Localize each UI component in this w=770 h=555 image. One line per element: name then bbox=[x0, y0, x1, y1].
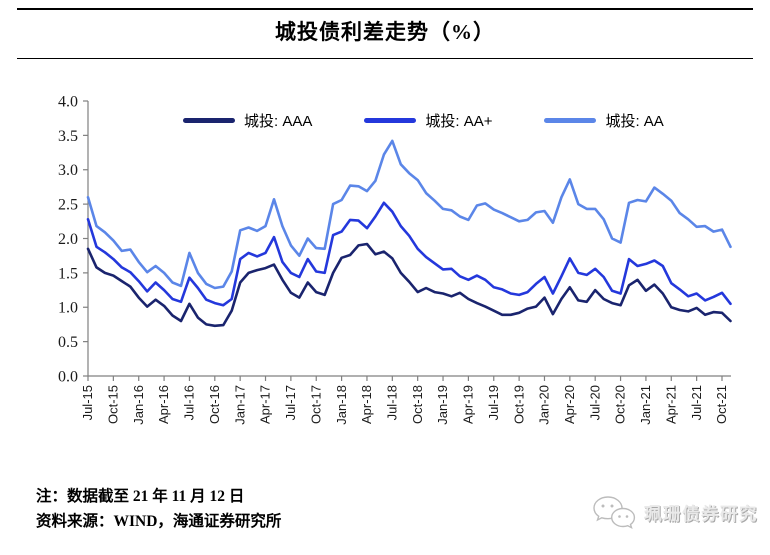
y-tick-label: 1.0 bbox=[58, 300, 78, 317]
x-tick-label: Oct-18 bbox=[410, 385, 425, 424]
spread-line-chart: 0.0 0.5 1.0 1.5 2.0 2.5 3.0 3.5 4.0 Jul-15 Oct-15 J… bbox=[58, 93, 732, 425]
chart-title: 城投债利差走势（%） bbox=[275, 20, 495, 44]
note-data-cutoff: 注：数据截至 21 年 11 月 12 日 bbox=[36, 488, 245, 505]
x-tick-label: Jul-20 bbox=[587, 385, 602, 420]
series-line-2 bbox=[86, 139, 732, 290]
legend-swatch-aa-plus bbox=[364, 118, 417, 123]
x-tick-label: Jan-19 bbox=[435, 385, 450, 425]
x-tick-label: Oct-20 bbox=[613, 385, 628, 424]
x-tick-label: Apr-21 bbox=[663, 385, 678, 424]
y-tick-label: 0.0 bbox=[58, 368, 78, 385]
x-tick-label: Apr-17 bbox=[258, 385, 273, 424]
x-tick-label: Jul-21 bbox=[689, 385, 704, 420]
legend-swatch-aa bbox=[544, 118, 597, 123]
header-top-rule bbox=[17, 8, 753, 10]
x-tick-label: Jul-15 bbox=[80, 385, 95, 420]
legend-item-aaa: 城投: AAA bbox=[183, 110, 312, 131]
legend-item-aa: 城投: AA bbox=[544, 110, 664, 131]
legend-swatch-aaa bbox=[183, 118, 235, 123]
x-tick-label: Jul-16 bbox=[182, 385, 197, 420]
watermark: 珮珊债券研究 bbox=[591, 494, 758, 532]
x-tick-label: Apr-19 bbox=[461, 385, 476, 424]
legend-label-aa-plus: 城投: AA+ bbox=[425, 113, 493, 130]
x-tick-label: Jul-19 bbox=[486, 385, 501, 420]
note-source: 资料来源：WIND，海通证券研究所 bbox=[36, 513, 282, 530]
x-tick-label: Jan-18 bbox=[334, 385, 349, 425]
legend-item-aa-plus: 城投: AA+ bbox=[364, 110, 492, 131]
x-tick-label: Apr-20 bbox=[562, 385, 577, 424]
legend-label-aaa: 城投: AAA bbox=[244, 113, 313, 130]
y-tick-label: 3.0 bbox=[58, 162, 78, 179]
x-tick-label: Oct-17 bbox=[308, 385, 323, 424]
series-line-0 bbox=[86, 242, 732, 328]
y-tick-label: 4.0 bbox=[58, 93, 78, 110]
chart-legend: 城投: AAA 城投: AA+ 城投: AA bbox=[183, 110, 664, 131]
y-tick-label: 2.0 bbox=[58, 231, 78, 248]
x-tick-label: Jan-16 bbox=[131, 385, 146, 425]
header-bottom-rule bbox=[17, 58, 753, 59]
x-tick-label: Oct-21 bbox=[714, 385, 729, 424]
wechat-bubbles-icon bbox=[593, 496, 636, 529]
x-tick-label: Apr-16 bbox=[156, 385, 171, 424]
x-tick-label: Jul-18 bbox=[384, 385, 399, 420]
y-tick-label: 1.5 bbox=[58, 265, 78, 282]
x-tick-label: Oct-16 bbox=[207, 385, 222, 424]
legend-label-aa: 城投: AA bbox=[605, 113, 664, 130]
footnotes: 注：数据截至 21 年 11 月 12 日 资料来源：WIND，海通证券研究所 bbox=[36, 484, 281, 534]
x-tick-label: Apr-18 bbox=[359, 385, 374, 424]
x-tick-label: Oct-19 bbox=[511, 385, 526, 424]
watermark-text: 珮珊债券研究 bbox=[644, 503, 758, 524]
x-tick-label: Jan-21 bbox=[638, 385, 653, 425]
y-tick-label: 0.5 bbox=[58, 334, 78, 351]
x-tick-label: Jul-17 bbox=[283, 385, 298, 420]
x-tick-label: Jan-17 bbox=[232, 385, 247, 425]
series-line-1 bbox=[86, 201, 732, 307]
x-tick-label: Oct-15 bbox=[106, 385, 121, 424]
y-tick-label: 2.5 bbox=[58, 197, 78, 214]
x-tick-label: Jan-20 bbox=[537, 385, 552, 425]
y-tick-label: 3.5 bbox=[58, 128, 78, 145]
